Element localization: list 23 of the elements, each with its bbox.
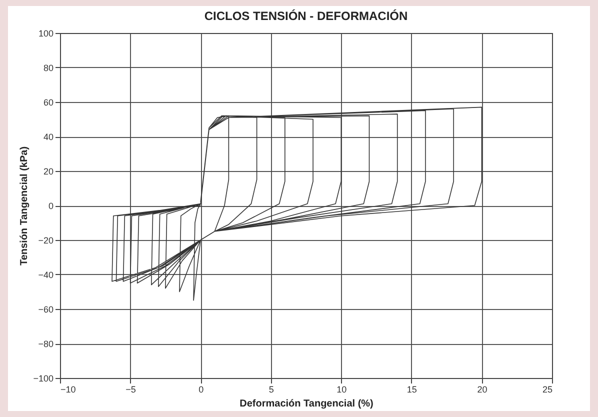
x-tick-label: 0	[198, 384, 204, 394]
chart-title: CICLOS TENSIÓN - DEFORMACIÓN	[204, 9, 408, 23]
x-tick-label: 25	[542, 384, 552, 394]
y-tick-label: −40	[38, 270, 54, 280]
y-tick-label: 20	[43, 166, 54, 176]
y-tick-label: 60	[43, 98, 54, 108]
x-tick-label: 20	[477, 384, 488, 394]
y-tick-label: 40	[43, 132, 54, 142]
y-tick-label: 0	[48, 201, 54, 211]
x-tick-label: 15	[406, 384, 417, 394]
y-tick-label: 100	[38, 28, 54, 38]
y-tick-label: 80	[43, 63, 54, 73]
y-tick-label: −60	[38, 304, 54, 314]
y-tick-label: −20	[38, 236, 54, 246]
y-axis-title: Tensión Tangencial (kPa)	[19, 146, 30, 266]
x-tick-label: 5	[268, 384, 274, 394]
y-tick-label: −80	[38, 339, 54, 349]
x-axis-title: Deformación Tangencial (%)	[240, 398, 374, 410]
line-series	[112, 106, 482, 301]
x-tick-label: 10	[336, 384, 347, 394]
x-tick-label: −10	[60, 384, 76, 394]
x-tick-label: −5	[126, 384, 136, 394]
y-tick-label: −100	[33, 374, 54, 384]
